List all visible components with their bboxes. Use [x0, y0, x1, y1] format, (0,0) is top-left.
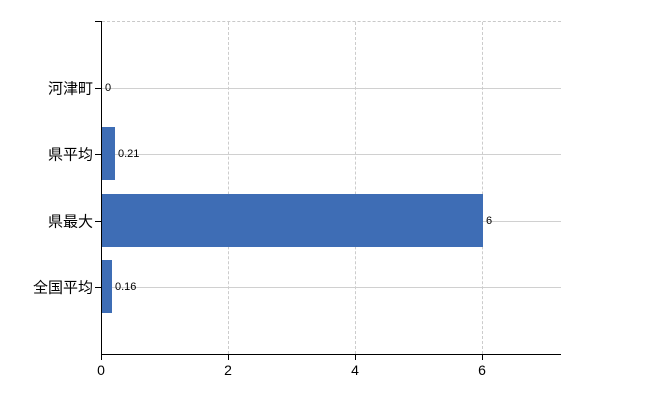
bar — [102, 127, 115, 180]
v-gridline — [482, 22, 483, 354]
h-gridline — [102, 88, 561, 89]
category-label: 河津町 — [47, 80, 93, 98]
x-tick-label: 6 — [478, 362, 486, 378]
h-gridline — [102, 287, 561, 288]
x-tick — [482, 355, 483, 360]
x-tick-label: 0 — [97, 362, 105, 378]
x-tick — [355, 355, 356, 360]
y-tick — [95, 287, 101, 288]
h-gridline — [102, 154, 561, 155]
value-label: 0.21 — [118, 148, 140, 160]
bar — [102, 194, 483, 247]
x-tick — [228, 355, 229, 360]
category-label: 県最大 — [47, 213, 93, 231]
v-gridline — [355, 22, 356, 354]
category-label: 全国平均 — [32, 279, 93, 297]
x-tick-label: 4 — [351, 362, 359, 378]
v-gridline — [228, 22, 229, 354]
x-axis — [101, 354, 561, 355]
y-tick — [95, 88, 101, 89]
y-tick — [95, 21, 101, 22]
value-label: 0 — [105, 82, 112, 94]
y-tick — [95, 221, 101, 222]
x-tick — [101, 355, 102, 360]
value-label: 0.16 — [115, 281, 137, 293]
bar — [102, 260, 112, 313]
plot-top-border — [102, 21, 561, 22]
y-axis — [101, 21, 102, 355]
y-tick — [95, 154, 101, 155]
x-tick-label: 2 — [224, 362, 232, 378]
value-label: 6 — [486, 215, 493, 227]
category-label: 県平均 — [47, 146, 93, 164]
